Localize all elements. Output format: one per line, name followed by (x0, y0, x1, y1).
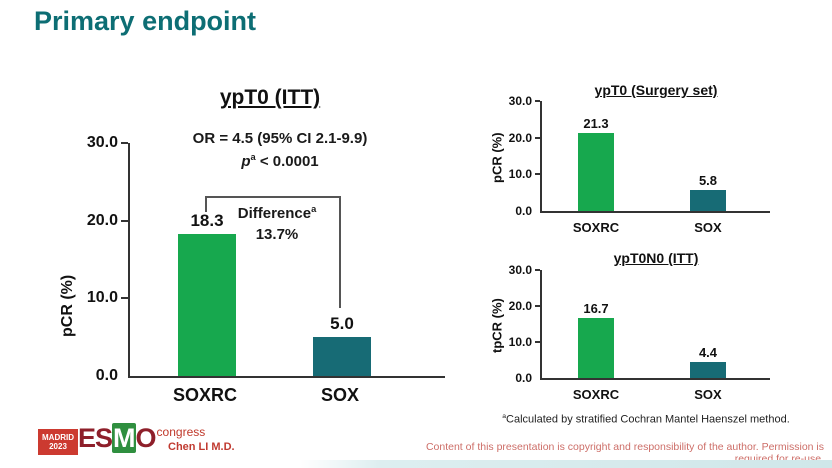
main-chart-plot-area: 30.0 20.0 10.0 0.0 18.3 5.0 (87, 134, 445, 384)
surgery-bar-value-soxrc: 21.3 (583, 115, 609, 131)
ypt0n0-y-tickmark (535, 269, 540, 271)
surgery-y-tickmark (535, 100, 540, 102)
presenter-name: Chen LI M.D. (168, 441, 235, 453)
main-chart-pvalue-annotation: pa < 0.0001 (150, 152, 410, 170)
pvalue-symbol: p (241, 153, 251, 170)
pvalue-superscript: a (250, 152, 256, 162)
main-y-tick-10: 10.0 (86, 289, 118, 307)
ypt0n0-bar-group-soxrc: 16.7 (578, 270, 614, 378)
surgery-y-tick-10: 10.0 (508, 167, 532, 182)
ypt0n0-bar-group-sox: 4.4 (690, 270, 726, 378)
logo-year: 2023 (49, 442, 67, 451)
esmo-congress-logo: MADRID 2023 ESMO congress (38, 423, 205, 455)
difference-bracket-horizontal (205, 196, 341, 198)
ypt0n0-bar-value-soxrc: 16.7 (583, 300, 609, 316)
difference-bracket-right-tick (339, 196, 341, 308)
surgery-y-tick-20: 20.0 (508, 130, 532, 145)
surgery-bar-value-sox: 5.8 (698, 172, 718, 188)
ypt0n0-bar-sox (690, 362, 726, 378)
ypt0n0-x-label-soxrc: SOXRC (572, 387, 620, 402)
ypt0n0-chart-title: ypT0N0 (ITT) (613, 250, 699, 266)
main-y-tick-20: 20.0 (86, 211, 118, 229)
logo-venue: MADRID (42, 433, 74, 442)
main-bar-sox (313, 337, 371, 376)
surgery-bar-soxrc (578, 132, 614, 211)
ypt0n0-y-tick-10: 10.0 (508, 335, 532, 349)
surgery-y-tick-30: 30.0 (508, 94, 532, 108)
surgery-chart-plot-area: 30.0 20.0 10.0 0.0 21.3 5.8 (509, 94, 770, 218)
difference-value: 13.7% (255, 226, 299, 243)
surgery-bar-group-soxrc: 21.3 (578, 101, 614, 211)
main-y-axis-label: pCR (%) (59, 274, 76, 337)
footnote-superscript: a (502, 413, 507, 420)
pvalue-text: < 0.0001 (255, 153, 319, 170)
footnote-text: Calculated by stratified Cochran Mantel … (506, 413, 790, 426)
ypt0n0-bar-value-sox: 4.4 (698, 345, 718, 361)
logo-venue-badge: MADRID 2023 (38, 429, 78, 455)
main-chart-or-annotation: OR = 4.5 (95% CI 2.1-9.9) (192, 130, 368, 147)
surgery-y-tickmark (535, 173, 540, 176)
main-chart-title: ypT0 (ITT) (219, 86, 321, 109)
main-bar-value-soxrc: 18.3 (190, 210, 224, 230)
ypt0n0-bar-soxrc (578, 317, 614, 378)
logo-congress-text: congress (156, 425, 206, 439)
logo-org-name: ESMO (78, 423, 157, 453)
main-y-tickmark (121, 297, 128, 300)
surgery-y-tick-0: 0.0 (515, 204, 532, 218)
main-bar-value-sox: 5.0 (330, 314, 354, 334)
ypt0n0-y-tickmark (535, 341, 540, 343)
main-bar-group-sox: 5.0 (313, 143, 371, 376)
main-y-tick-0: 0.0 (95, 367, 118, 384)
ypt0n0-x-label-sox: SOX (694, 387, 722, 402)
surgery-chart-title: ypT0 (Surgery set) (594, 82, 718, 98)
page-title: Primary endpoint (34, 6, 257, 36)
main-y-tickmark (121, 142, 128, 144)
main-bar-soxrc (178, 233, 236, 376)
ypt0n0-chart-plot-area: 30.0 20.0 10.0 0.0 16.7 4.4 (509, 263, 770, 385)
surgery-bar-group-sox: 5.8 (690, 101, 726, 211)
ypt0n0-y-tick-0: 0.0 (515, 371, 532, 385)
surgery-y-tickmark (535, 136, 540, 139)
surgery-bar-sox (690, 189, 726, 211)
method-footnote: aCalculated by stratified Cochran Mantel… (470, 413, 822, 426)
main-x-label-soxrc: SOXRC (172, 385, 237, 405)
surgery-y-axis-label: pCR (%) (489, 132, 505, 184)
ypt0n0-y-axis-label: tpCR (%) (489, 298, 505, 354)
surgery-x-label-sox: SOX (694, 220, 722, 235)
main-y-tick-30: 30.0 (86, 134, 118, 151)
ypt0n0-y-tick-30: 30.0 (508, 263, 532, 277)
difference-annotation: Differencea 13.7% (212, 199, 342, 245)
main-bar-group-soxrc: 18.3 (178, 143, 236, 376)
bottom-accent-strip (300, 460, 832, 468)
ypt0n0-y-tick-20: 20.0 (508, 298, 532, 313)
difference-bracket-left-tick (205, 196, 207, 212)
surgery-x-label-soxrc: SOXRC (572, 220, 620, 235)
ypt0n0-y-tickmark (535, 304, 540, 307)
main-x-label-sox: SOX (320, 385, 359, 405)
main-y-tickmark (121, 219, 128, 222)
difference-label: Differencea (237, 204, 317, 222)
